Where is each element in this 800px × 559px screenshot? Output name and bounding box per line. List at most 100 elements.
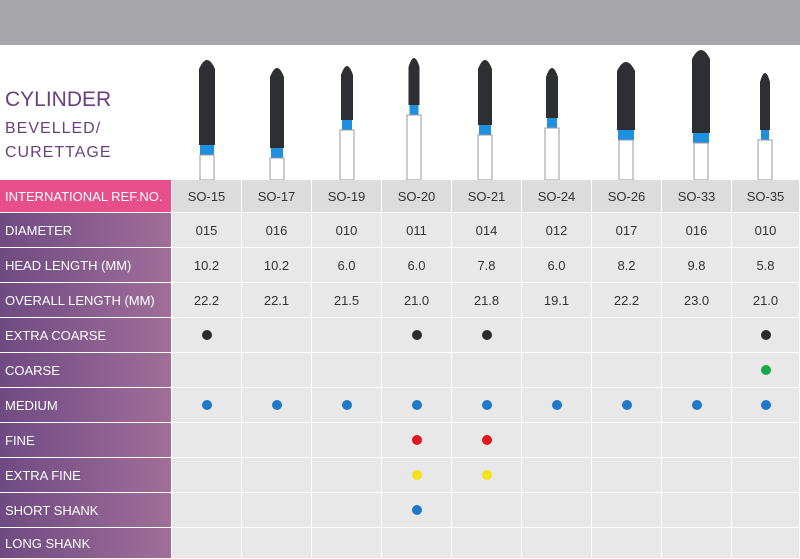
bur-part <box>692 50 710 133</box>
ref-label: INTERNATIONAL REF.NO. <box>0 180 172 213</box>
grade-cell <box>312 458 382 493</box>
grade-cell <box>662 318 732 353</box>
ref-code: SO-26 <box>592 180 662 213</box>
ref-code: SO-35 <box>732 180 800 213</box>
bur-part <box>477 134 493 180</box>
grade-cell <box>242 528 312 559</box>
value-cell: 010 <box>312 213 382 248</box>
value-cell: 011 <box>382 213 452 248</box>
grade-dot <box>761 365 771 375</box>
bur-part <box>408 58 420 105</box>
grade-cell <box>452 493 522 528</box>
ref-code: SO-33 <box>662 180 732 213</box>
grade-dot <box>622 400 632 410</box>
bur-part <box>693 133 709 143</box>
bur-part <box>342 120 352 130</box>
grade-cell <box>312 528 382 559</box>
grade-dot <box>761 400 771 410</box>
grade-dot <box>202 330 212 340</box>
grade-cell <box>732 528 800 559</box>
value-cell: 012 <box>522 213 592 248</box>
value-cell: 23.0 <box>662 283 732 318</box>
grade-cell <box>592 493 662 528</box>
bur-images <box>199 50 773 180</box>
grade-cell <box>242 493 312 528</box>
grade-cell <box>662 423 732 458</box>
grade-cell <box>592 353 662 388</box>
grade-cell <box>452 353 522 388</box>
grade-cell <box>312 423 382 458</box>
bur-part <box>546 68 558 118</box>
grade-cell <box>172 493 242 528</box>
row-label: MEDIUM <box>0 388 172 423</box>
grade-cell <box>312 493 382 528</box>
ref-code: SO-24 <box>522 180 592 213</box>
value-cell: 016 <box>662 213 732 248</box>
bur-part <box>760 73 770 130</box>
top-bar <box>0 0 800 45</box>
bur-part <box>200 145 214 155</box>
grade-dot <box>552 400 562 410</box>
ref-code: SO-15 <box>172 180 242 213</box>
grade-dot <box>412 505 422 515</box>
row-label: DIAMETER <box>0 213 172 248</box>
grade-cell <box>522 458 592 493</box>
ref-code: SO-17 <box>242 180 312 213</box>
grade-cell <box>382 528 452 559</box>
grade-cell <box>732 423 800 458</box>
value-cell: 010 <box>732 213 800 248</box>
grade-dot <box>272 400 282 410</box>
bur-part <box>757 139 773 180</box>
grade-dot <box>482 435 492 445</box>
value-cell: 015 <box>172 213 242 248</box>
grade-cell <box>662 528 732 559</box>
ref-code: SO-19 <box>312 180 382 213</box>
grade-cell <box>172 353 242 388</box>
value-cell: 21.0 <box>382 283 452 318</box>
row-label: SHORT SHANK <box>0 493 172 528</box>
row-label: EXTRA FINE <box>0 458 172 493</box>
value-cell: 5.8 <box>732 248 800 283</box>
grade-cell <box>522 528 592 559</box>
row-label: EXTRA COARSE <box>0 318 172 353</box>
value-cell: 8.2 <box>592 248 662 283</box>
bur-part <box>199 60 215 145</box>
grade-cell <box>382 423 452 458</box>
value-cell: 7.8 <box>452 248 522 283</box>
bur-part <box>547 118 557 128</box>
bur-part <box>617 62 635 130</box>
subtitle: BEVELLED/ <box>5 120 102 137</box>
bur-part <box>479 125 491 135</box>
grade-dot <box>412 470 422 480</box>
grade-cell <box>592 528 662 559</box>
value-cell: 22.2 <box>172 283 242 318</box>
title: CYLINDER <box>5 88 112 111</box>
grade-dot <box>482 470 492 480</box>
grade-dot <box>482 330 492 340</box>
grade-dot <box>412 330 422 340</box>
grade-cell <box>522 353 592 388</box>
value-cell: 10.2 <box>172 248 242 283</box>
ref-code: SO-20 <box>382 180 452 213</box>
subtitle: CURETTAGE <box>5 144 112 161</box>
bur-part <box>544 127 560 180</box>
grade-cell <box>312 353 382 388</box>
bur-part <box>693 142 709 180</box>
value-cell: 22.2 <box>592 283 662 318</box>
grade-dot <box>761 330 771 340</box>
grade-cell <box>242 353 312 388</box>
bur-part <box>269 157 285 180</box>
bur-part <box>339 129 355 180</box>
grade-cell <box>662 353 732 388</box>
grade-cell <box>242 458 312 493</box>
grade-cell <box>662 493 732 528</box>
value-cell: 22.1 <box>242 283 312 318</box>
bur-part <box>618 139 634 180</box>
grade-dot <box>482 400 492 410</box>
grade-dot <box>342 400 352 410</box>
value-cell: 10.2 <box>242 248 312 283</box>
grade-dot <box>412 400 422 410</box>
value-cell: 9.8 <box>662 248 732 283</box>
grade-dot <box>412 435 422 445</box>
